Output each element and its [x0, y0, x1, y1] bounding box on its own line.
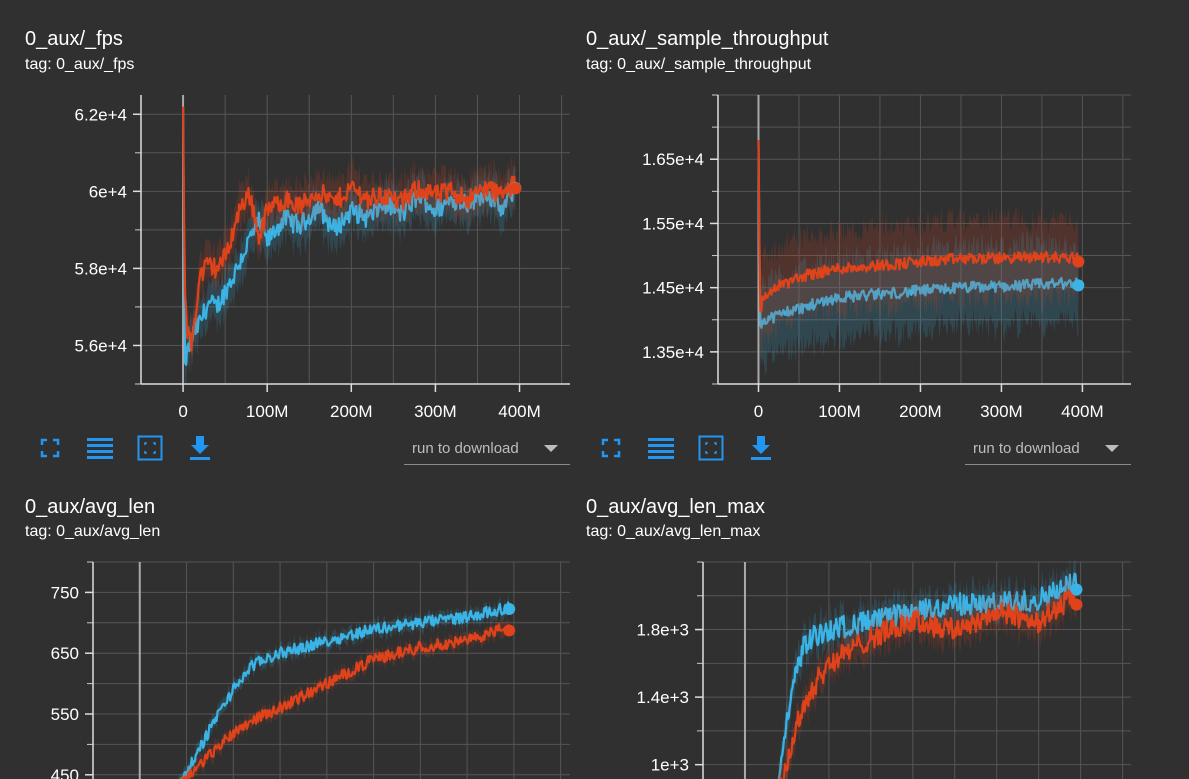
y-tick-label: 550 [51, 705, 79, 724]
series-line-run_b [181, 106, 517, 352]
chart-plot-1: 1.35e+4 1.45e+4 1.55e+4 1.65e+4 0 100M 200M 300… [642, 94, 1131, 421]
y-tick-label: 1.45e+4 [642, 279, 704, 298]
run-download-placeholder: run to download [412, 439, 519, 457]
series-line-run_a [777, 572, 1078, 779]
download-button[interactable] [747, 434, 775, 462]
chart-tag: tag: 0_aux/avg_len_max [586, 523, 761, 540]
chart-tag: tag: 0_aux/_fps [25, 56, 135, 73]
y-tick-label: 750 [51, 583, 79, 602]
series-line-run_b [757, 139, 1080, 313]
series-line-run_b [778, 587, 1078, 779]
series-end-point-run_b [1072, 255, 1085, 268]
series-band-run_b [778, 570, 1077, 779]
y-tick-label: 1.65e+4 [642, 150, 704, 169]
fit-domain-icon [698, 435, 724, 461]
y-tick-label: 1e+3 [651, 756, 689, 775]
series-band-run_a [778, 558, 1077, 779]
series-line-run_a [180, 601, 511, 779]
y-tick-label: 6e+4 [89, 182, 127, 201]
y-tick-label: 1.35e+4 [642, 343, 704, 362]
run-download-select[interactable]: run to download [965, 432, 1131, 465]
chart-tag: tag: 0_aux/avg_len [25, 523, 161, 540]
list-icon [87, 438, 113, 459]
x-tick-label: 400M [498, 402, 541, 421]
x-tick-label: 400M [1061, 402, 1104, 421]
y-tick-label: 5.6e+4 [75, 336, 127, 355]
chart-tag: tag: 0_aux/_sample_throughput [586, 56, 812, 73]
chart-series-group [777, 558, 1078, 779]
series-end-point-run_a [1070, 583, 1083, 596]
series-line-run_a [757, 139, 1080, 329]
fit-domain-icon [137, 435, 163, 461]
y-tick-label: 1.55e+4 [642, 214, 704, 233]
series-end-point-run_b [503, 624, 516, 637]
chart-plot-3: 1e+3 1.4e+3 1.8e+3 [637, 558, 1131, 779]
series-end-point-run_b [1070, 598, 1083, 611]
chevron-down-icon [544, 445, 558, 452]
y-tick-label: 5.8e+4 [75, 259, 127, 278]
series-end-point-run_a [503, 602, 516, 615]
chart-series-group [181, 91, 517, 384]
download-icon [190, 436, 210, 460]
download-button[interactable] [186, 434, 214, 462]
x-tick-label: 300M [414, 402, 457, 421]
fullscreen-icon [601, 438, 621, 458]
x-tick-label: 0 [754, 402, 763, 421]
y-tick-label: 450 [51, 766, 79, 779]
run-download-placeholder: run to download [973, 439, 1080, 457]
chart-plot-0: 5.6e+4 5.8e+4 6e+4 6.2e+4 0 100M 200M 300M 400M [75, 91, 570, 421]
fit-domain-button[interactable] [136, 434, 164, 462]
toggle-log-button[interactable] [86, 434, 114, 462]
y-tick-label: 650 [51, 644, 79, 663]
chart-title: 0_aux/avg_len_max [586, 496, 766, 518]
run-download-select[interactable]: run to download [404, 432, 570, 465]
chart-plot-2: 450 550 650 750 [51, 561, 570, 779]
chart-toolbar [36, 434, 236, 462]
y-tick-label: 6.2e+4 [75, 105, 127, 124]
chart-series-group [177, 593, 511, 779]
chart-title: 0_aux/_fps [25, 28, 123, 50]
chart-title: 0_aux/avg_len [25, 496, 156, 518]
toggle-log-button[interactable] [647, 434, 675, 462]
y-tick-label: 1.4e+3 [637, 688, 689, 707]
series-line-run_b [181, 623, 511, 779]
x-tick-label: 200M [330, 402, 373, 421]
series-end-point-run_b [509, 182, 522, 195]
chevron-down-icon [1105, 445, 1119, 452]
list-icon [648, 438, 674, 459]
x-tick-label: 100M [246, 402, 289, 421]
series-band-run_a [183, 91, 516, 384]
chart-toolbar [597, 434, 797, 462]
fullscreen-button[interactable] [597, 434, 625, 462]
x-tick-label: 300M [980, 402, 1023, 421]
chart-title: 0_aux/_sample_throughput [586, 28, 829, 50]
x-tick-label: 100M [818, 402, 861, 421]
chart-series-group [757, 99, 1080, 376]
series-band-run_a [758, 99, 1079, 376]
x-tick-label: 200M [899, 402, 942, 421]
fullscreen-button[interactable] [36, 434, 64, 462]
series-end-point-run_a [1072, 279, 1085, 292]
download-icon [751, 436, 771, 460]
y-tick-label: 1.8e+3 [637, 621, 689, 640]
fit-domain-button[interactable] [697, 434, 725, 462]
series-band-run_b [758, 109, 1079, 359]
x-tick-label: 0 [178, 402, 187, 421]
fullscreen-icon [40, 438, 60, 458]
